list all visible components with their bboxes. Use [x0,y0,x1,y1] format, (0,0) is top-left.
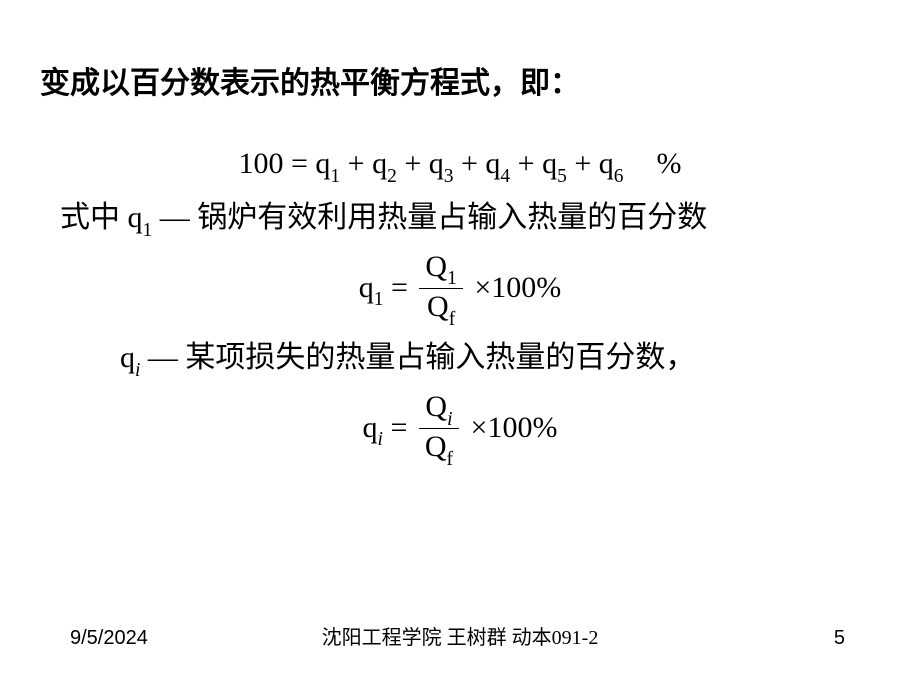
l1-prefix: 式中 [60,201,120,234]
s4: 4 [500,166,510,187]
eq3-den-sym: Q [425,430,447,463]
eq3-num-sub: i [447,409,452,430]
slide-content: 100 = q1 + q2 + q3 + q4 + q5 + q6 % 式中 q… [60,135,860,475]
eq3-sub: i [378,429,383,450]
t1: q [315,147,330,180]
s3: 3 [444,166,454,187]
eq2-num-sub: 1 [447,268,457,289]
eq2-sub: 1 [374,289,384,310]
p4: + [518,147,535,180]
eq3-eq: = [390,410,407,443]
eq1-equals: = [291,147,308,180]
eq1-lhs: 100 [238,147,283,180]
footer-author: 沈阳工程学院 王树群 动本091-2 [0,621,920,650]
p1: + [348,147,365,180]
s2: 2 [387,166,397,187]
eq3-hundred: 100% [487,410,557,443]
eq2-eq: = [391,270,408,303]
p3: + [461,147,478,180]
eq2-hundred: 100% [491,270,561,303]
definition-q1: 式中 q1 — 锅炉有效利用热量占输入热量的百分数 [60,195,860,243]
eq2-den-sym: Q [427,290,449,323]
eq3-fraction: Qi Qf [419,390,459,470]
l2-sym: q [120,341,135,374]
footer-page-number: 5 [834,627,845,650]
l1-sub: 1 [143,220,153,241]
slide-title: 变成以百分数表示的热平衡方程式，即： [40,58,580,102]
t2: q [372,147,387,180]
eq3-den-sub: f [447,449,454,470]
equation-main: 100 = q1 + q2 + q3 + q4 + q5 + q6 % [60,141,860,189]
definition-qi: qi — 某项损失的热量占输入热量的百分数， [60,335,860,383]
equation-q1: q1 = Q1 Qf ×100% [60,250,860,330]
eq3-sym: q [363,410,378,443]
eq2-den-sub: f [449,309,456,330]
equation-qi: qi = Qi Qf ×100% [60,390,860,470]
eq3-times: × [471,410,488,443]
p5: + [574,147,591,180]
slide: 变成以百分数表示的热平衡方程式，即： 100 = q1 + q2 + q3 + … [0,0,920,690]
t5: q [542,147,557,180]
t4: q [485,147,500,180]
s5: 5 [557,166,567,187]
eq2-sym: q [359,270,374,303]
l1-sym: q [128,201,143,234]
eq3-num-sym: Q [425,390,447,423]
t3: q [429,147,444,180]
t6: q [599,147,614,180]
l2-text: 某项损失的热量占输入热量的百分数， [185,341,695,374]
l2-dash: — [148,341,178,374]
l2-sub: i [135,360,140,381]
p2: + [404,147,421,180]
eq2-fraction: Q1 Qf [419,250,462,330]
s6: 6 [614,166,624,187]
s1: 1 [330,166,340,187]
eq1-percent: % [657,147,682,180]
l1-dash: — [160,201,190,234]
l1-text: 锅炉有效利用热量占输入热量的百分数 [197,201,707,234]
eq2-num-sym: Q [425,250,447,283]
eq2-times: × [474,270,491,303]
